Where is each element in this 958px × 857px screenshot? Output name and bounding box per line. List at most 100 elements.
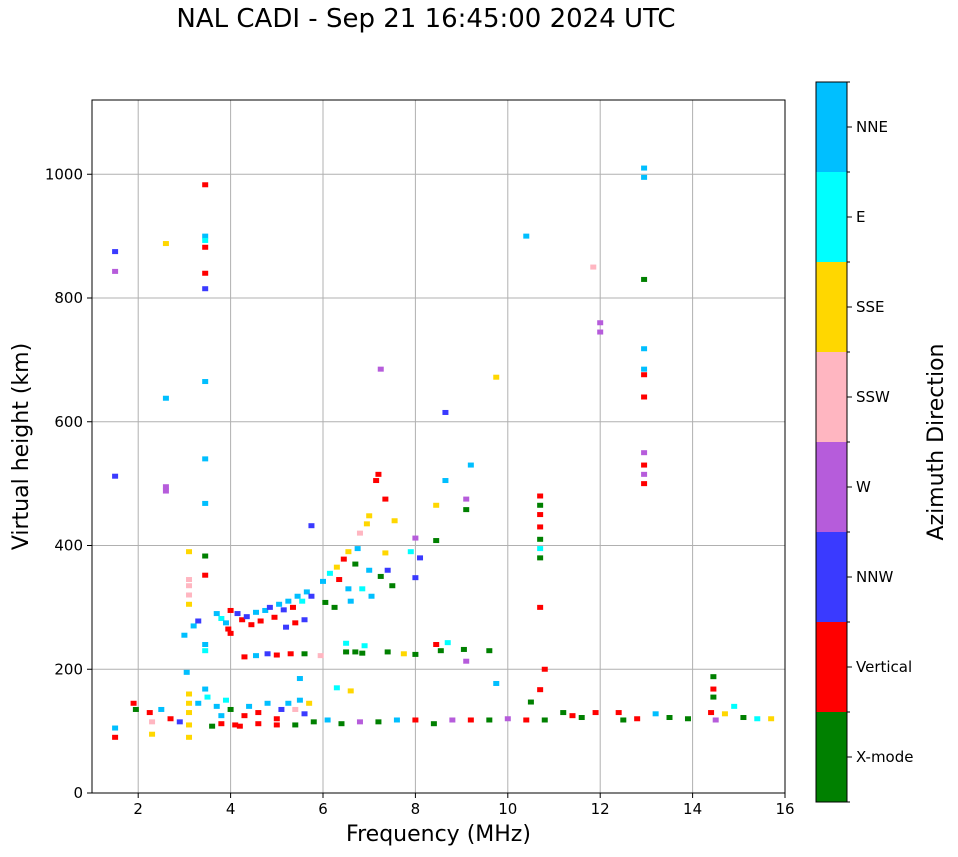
data-point xyxy=(149,719,156,725)
data-point xyxy=(227,706,234,712)
data-point xyxy=(202,686,209,692)
data-point xyxy=(442,478,449,484)
data-point xyxy=(537,493,544,499)
data-point xyxy=(257,618,264,624)
colorbar-segment xyxy=(816,622,847,712)
data-point xyxy=(391,518,398,524)
data-point xyxy=(641,346,648,352)
data-point xyxy=(366,567,373,573)
data-point xyxy=(276,601,283,607)
colorbar-label: Azimuth Direction xyxy=(924,343,949,540)
colorbar-segment xyxy=(816,712,847,802)
data-point xyxy=(218,713,225,719)
data-point xyxy=(218,721,225,727)
data-point xyxy=(186,549,193,555)
data-point xyxy=(234,611,241,617)
data-point xyxy=(146,710,153,716)
data-point xyxy=(366,513,373,519)
data-point xyxy=(537,604,544,610)
data-point xyxy=(541,717,548,723)
data-point xyxy=(202,182,209,188)
data-point xyxy=(504,716,511,722)
data-point xyxy=(186,722,193,728)
data-point xyxy=(183,669,190,675)
data-point xyxy=(417,555,424,561)
colorbar-segment xyxy=(816,82,847,172)
data-point xyxy=(186,700,193,706)
colorbar: X-mode Vertical NNW W SSW SSE E NNE xyxy=(815,81,913,803)
data-point xyxy=(356,719,363,725)
data-point xyxy=(641,276,648,282)
data-point xyxy=(317,653,324,659)
data-point xyxy=(202,286,209,292)
data-point xyxy=(467,462,474,468)
data-point xyxy=(299,598,306,604)
y-tick-label: 800 xyxy=(54,289,83,307)
data-point xyxy=(301,617,308,623)
data-point xyxy=(287,651,294,657)
data-point xyxy=(130,700,137,706)
data-point xyxy=(202,244,209,250)
data-point xyxy=(486,717,493,723)
colorbar-tick-label: SSW xyxy=(856,388,890,406)
data-point xyxy=(641,165,648,171)
data-point xyxy=(537,512,544,518)
data-point xyxy=(195,700,202,706)
data-point xyxy=(186,710,193,716)
data-point xyxy=(112,249,119,255)
data-point xyxy=(273,722,280,728)
colorbar-tick-label: NNE xyxy=(856,118,888,136)
data-point xyxy=(641,394,648,400)
data-point xyxy=(266,604,273,610)
data-point xyxy=(347,598,354,604)
data-point xyxy=(186,592,193,598)
data-point xyxy=(412,575,419,581)
data-point xyxy=(308,523,315,529)
data-point xyxy=(560,710,567,716)
data-point xyxy=(292,620,299,626)
data-point xyxy=(292,722,299,728)
data-point xyxy=(437,648,444,654)
data-point xyxy=(578,715,585,721)
data-point xyxy=(721,711,728,717)
data-point xyxy=(375,471,382,477)
data-point xyxy=(162,488,169,494)
data-point xyxy=(710,674,717,680)
data-point xyxy=(227,607,234,613)
data-point xyxy=(486,648,493,654)
data-point xyxy=(363,521,370,527)
data-point xyxy=(213,611,220,617)
colorbar-segment xyxy=(816,262,847,352)
data-point xyxy=(186,734,193,740)
colorbar-tick-label: NNW xyxy=(856,568,893,586)
colorbar-segment xyxy=(816,442,847,532)
data-point xyxy=(463,496,470,502)
data-point xyxy=(202,572,209,578)
data-point xyxy=(181,632,188,638)
data-point xyxy=(710,694,717,700)
grid-lines xyxy=(92,100,786,794)
data-point xyxy=(336,577,343,583)
y-tick-label: 0 xyxy=(73,784,83,802)
data-point xyxy=(352,561,359,567)
data-point xyxy=(202,379,209,385)
data-point xyxy=(359,650,366,656)
data-point xyxy=(310,719,317,725)
data-point xyxy=(213,703,220,709)
data-point xyxy=(343,649,350,655)
data-point xyxy=(222,697,229,703)
data-point xyxy=(444,640,451,646)
x-tick-label: 12 xyxy=(591,800,610,818)
data-point xyxy=(167,716,174,722)
y-tick-label: 1000 xyxy=(45,165,83,183)
data-point xyxy=(754,716,761,722)
x-tick-label: 14 xyxy=(683,800,702,818)
data-point xyxy=(382,550,389,556)
data-point xyxy=(569,713,576,719)
data-point xyxy=(262,607,269,613)
data-point xyxy=(202,642,209,647)
colorbar-tick-label: SSE xyxy=(856,298,885,316)
data-point xyxy=(354,546,361,552)
data-point xyxy=(186,583,193,589)
